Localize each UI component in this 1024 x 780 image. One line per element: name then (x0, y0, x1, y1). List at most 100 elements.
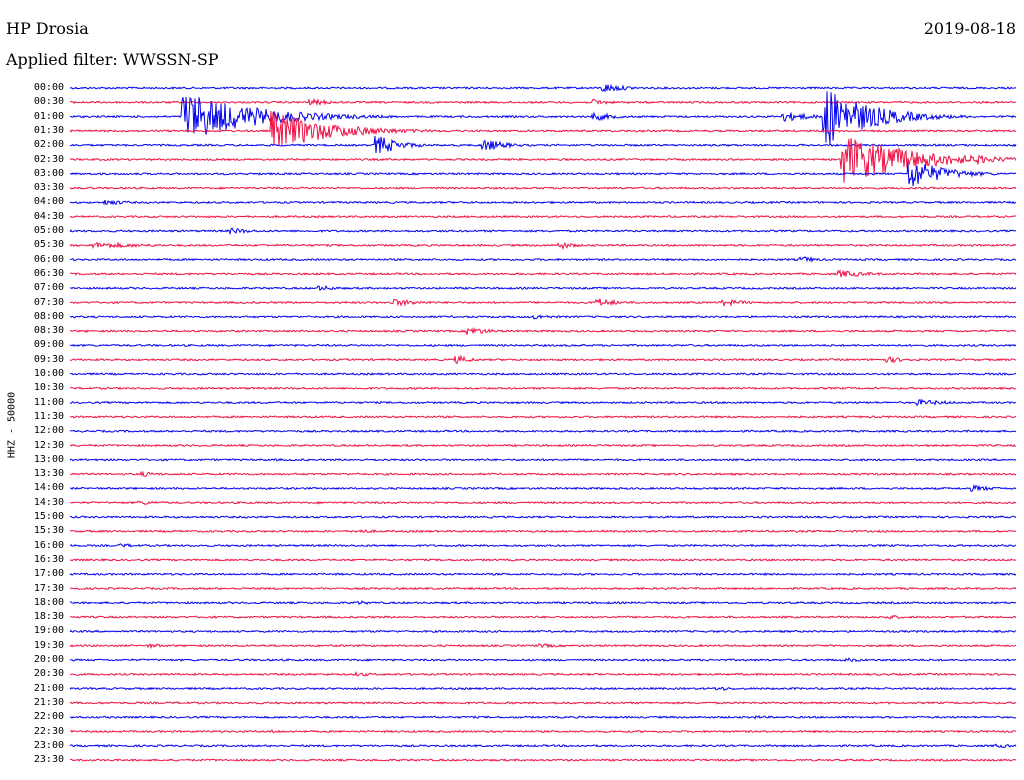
trace-line-0530 (69, 241, 1017, 251)
trace-line-0130 (69, 110, 1017, 147)
time-label: 07:30 (33, 296, 64, 308)
time-label: 21:00 (33, 682, 64, 694)
channel-label: HHZ - 50000 (6, 391, 18, 459)
trace-line-1330 (69, 470, 1017, 478)
time-label: 14:00 (33, 482, 64, 494)
trace-line-0900 (69, 343, 1017, 348)
time-label: 10:00 (33, 368, 64, 379)
trace-line-0430 (69, 214, 1017, 219)
trace-line-0600 (69, 256, 1017, 263)
trace-group (69, 83, 1017, 763)
time-label: 18:30 (33, 611, 64, 623)
trace-line-2230 (69, 729, 1017, 734)
time-label: 15:30 (33, 525, 64, 537)
time-label: 01:30 (33, 124, 64, 136)
time-label: 17:00 (33, 568, 64, 580)
time-label: 08:30 (33, 325, 64, 337)
trace-line-1400 (69, 483, 1017, 492)
time-label: 23:00 (33, 739, 64, 751)
trace-line-0230 (69, 138, 1017, 183)
time-label: 06:00 (33, 253, 64, 265)
record-date: 2019-08-18 (923, 19, 1016, 38)
time-label: 07:00 (33, 282, 64, 294)
time-label: 15:00 (33, 511, 64, 522)
trace-line-1300 (69, 458, 1017, 462)
trace-line-0730 (69, 298, 1017, 308)
time-label: 11:30 (33, 410, 64, 422)
trace-line-2100 (69, 686, 1017, 691)
trace-line-1700 (69, 572, 1017, 577)
time-label: 17:30 (33, 582, 64, 594)
trace-line-0630 (69, 269, 1017, 278)
time-label: 21:30 (33, 696, 64, 708)
time-label: 19:30 (33, 639, 64, 651)
trace-line-0930 (69, 354, 1017, 365)
trace-line-1530 (69, 529, 1017, 534)
trace-line-2030 (69, 670, 1017, 677)
time-label: 22:00 (33, 711, 64, 723)
time-label: 02:30 (33, 153, 64, 165)
time-label: 09:00 (33, 339, 64, 351)
trace-line-0800 (69, 314, 1017, 320)
time-label: 20:30 (33, 668, 64, 680)
trace-line-1800 (70, 600, 1017, 606)
trace-line-1630 (69, 558, 1017, 562)
trace-line-1900 (69, 629, 1017, 634)
filter-label: Applied filter: WWSSN-SP (6, 50, 219, 69)
trace-line-1430 (69, 500, 1017, 506)
time-label: 06:30 (33, 267, 64, 279)
time-label: 14:30 (33, 496, 64, 508)
time-label: 23:30 (33, 754, 64, 766)
trace-line-1030 (69, 386, 1017, 391)
time-label: 20:00 (33, 654, 64, 665)
time-label: 12:30 (33, 439, 64, 451)
time-label: 22:30 (33, 725, 64, 737)
trace-line-0830 (69, 326, 1016, 335)
trace-line-1730 (69, 586, 1017, 591)
trace-line-1000 (69, 372, 1017, 376)
trace-line-1830 (69, 614, 1017, 620)
time-label: 16:00 (33, 539, 64, 551)
trace-line-0200 (69, 135, 1017, 154)
trace-line-1200 (69, 429, 1017, 434)
trace-line-1230 (69, 443, 1016, 448)
time-label: 18:00 (33, 596, 64, 608)
time-label: 09:30 (33, 353, 64, 365)
time-label: 08:00 (33, 310, 64, 322)
time-label: 05:00 (33, 225, 64, 236)
time-label: 03:30 (33, 182, 64, 194)
trace-line-2000 (69, 657, 1017, 663)
trace-line-2200 (69, 715, 1017, 720)
time-label: 19:00 (33, 625, 64, 637)
trace-line-1500 (69, 515, 1017, 519)
time-label: 13:30 (33, 468, 64, 480)
trace-line-1100 (69, 398, 1017, 407)
trace-line-2300 (69, 743, 1017, 749)
station-name: HP Drosia (6, 19, 89, 38)
time-label: 00:30 (33, 96, 64, 108)
trace-line-2330 (69, 758, 1017, 763)
trace-line-0000 (69, 83, 1017, 93)
time-label: 04:00 (33, 196, 64, 208)
time-label: 01:00 (33, 110, 64, 122)
time-label: 00:00 (33, 82, 64, 93)
time-label: 02:00 (33, 139, 64, 151)
trace-line-0330 (69, 186, 1017, 190)
time-label: 04:30 (33, 210, 64, 222)
time-label: 13:00 (33, 453, 64, 465)
trace-line-1130 (69, 414, 1017, 419)
trace-line-0500 (69, 227, 1017, 236)
time-label: 03:00 (33, 167, 64, 179)
trace-line-0030 (69, 97, 1017, 107)
time-label: 16:30 (33, 553, 64, 565)
trace-line-1930 (69, 643, 1017, 650)
time-label: 12:00 (33, 425, 64, 437)
trace-line-1600 (69, 543, 1017, 548)
trace-line-0400 (69, 199, 1017, 206)
trace-line-0700 (69, 284, 1017, 292)
trace-line-0100 (69, 91, 1017, 145)
time-label: 05:30 (33, 239, 64, 251)
time-label: 11:00 (33, 396, 64, 408)
trace-line-2130 (69, 701, 1017, 705)
